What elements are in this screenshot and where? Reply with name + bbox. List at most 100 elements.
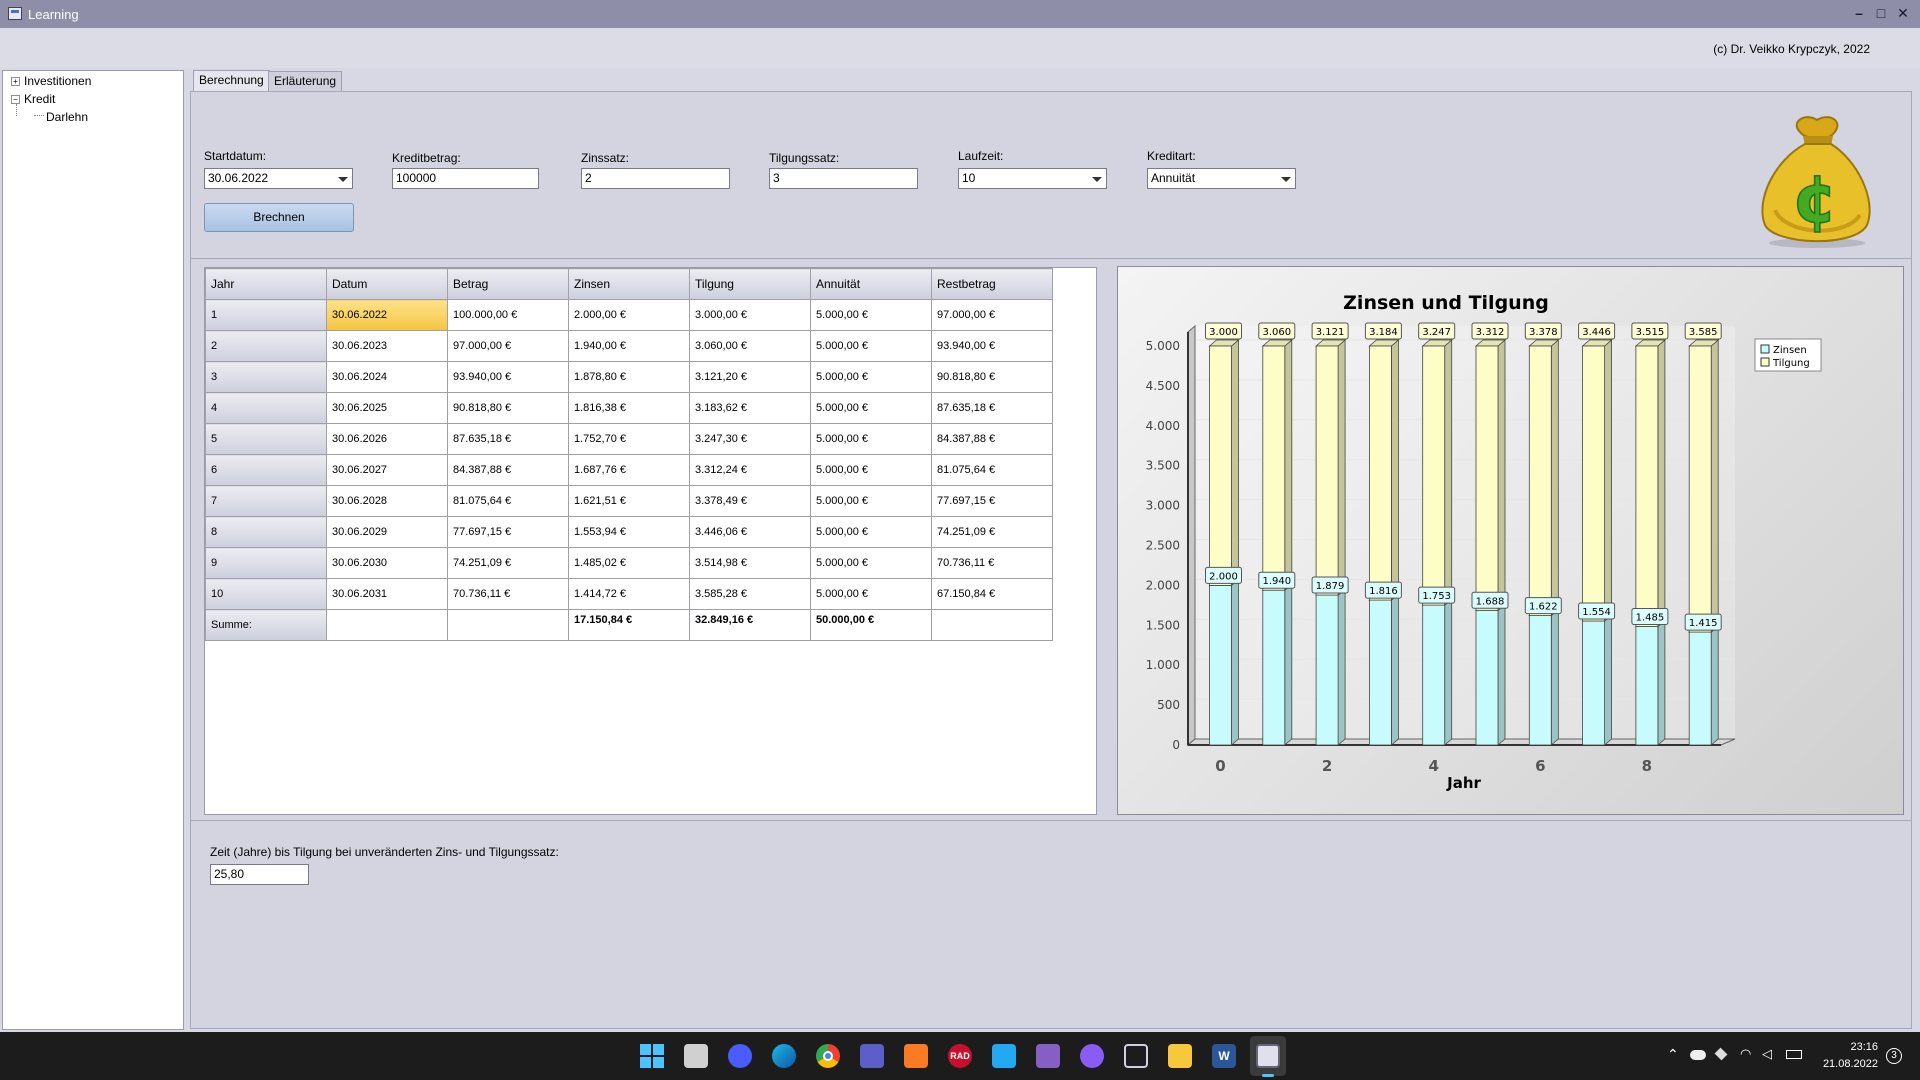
cell-datum[interactable]: 30.06.2026 xyxy=(326,423,448,455)
clock-date[interactable]: 21.08.2022 xyxy=(1822,1058,1878,1070)
cell-zinsen[interactable]: 1.485,02 € xyxy=(568,547,690,579)
cell-betrag[interactable]: 74.251,09 € xyxy=(447,547,569,579)
cell-restbetrag[interactable]: 90.818,80 € xyxy=(931,361,1053,393)
cell-annuitaet[interactable]: 5.000,00 € xyxy=(810,392,932,424)
chevron-down-icon[interactable] xyxy=(338,177,348,182)
xampp-icon[interactable] xyxy=(904,1044,928,1068)
chart-legend[interactable]: Zinsen Tilgung xyxy=(1754,338,1822,372)
cell-zinsen[interactable]: 1.621,51 € xyxy=(568,485,690,517)
cell-zinsen[interactable]: 1.940,00 € xyxy=(568,330,690,362)
table-row[interactable]: 2 30.06.2023 97.000,00 € 1.940,00 € 3.06… xyxy=(205,330,1053,362)
chevron-down-icon[interactable] xyxy=(1281,177,1291,182)
minimize-button[interactable]: – xyxy=(1855,5,1863,21)
column-header-zinsen[interactable]: Zinsen xyxy=(568,268,690,300)
cell-betrag[interactable]: 84.387,88 € xyxy=(447,454,569,486)
cell-annuitaet[interactable]: 5.000,00 € xyxy=(810,578,932,610)
table-row[interactable]: 7 30.06.2028 81.075,64 € 1.621,51 € 3.37… xyxy=(205,485,1053,517)
cell-betrag[interactable]: 100.000,00 € xyxy=(447,299,569,331)
tilgungszeit-field[interactable]: 25,80 xyxy=(210,864,309,885)
cell-annuitaet[interactable]: 5.000,00 € xyxy=(810,547,932,579)
kreditart-select[interactable]: Annuität xyxy=(1147,168,1296,189)
cell-jahr[interactable]: 10 xyxy=(205,578,327,610)
cell-zinsen[interactable]: 1.878,80 € xyxy=(568,361,690,393)
column-header-annuitaet[interactable]: Annuität xyxy=(810,268,932,300)
cell-annuitaet[interactable]: 5.000,00 € xyxy=(810,299,932,331)
expand-icon[interactable]: + xyxy=(11,77,20,86)
onedrive-icon[interactable] xyxy=(1690,1050,1706,1060)
cell-tilgung[interactable]: 3.000,00 € xyxy=(689,299,811,331)
zoom-icon[interactable] xyxy=(728,1044,752,1068)
cell-annuitaet[interactable]: 5.000,00 € xyxy=(810,330,932,362)
column-header-datum[interactable]: Datum xyxy=(326,268,448,300)
cell-annuitaet[interactable]: 5.000,00 € xyxy=(810,361,932,393)
visual-studio-icon[interactable] xyxy=(1036,1044,1060,1068)
tab-berechnung[interactable]: Berechnung xyxy=(193,70,270,92)
cell-datum[interactable]: 30.06.2031 xyxy=(326,578,448,610)
cell-restbetrag[interactable]: 93.940,00 € xyxy=(931,330,1053,362)
cell-datum[interactable]: 30.06.2030 xyxy=(326,547,448,579)
cell-tilgung[interactable]: 3.514,98 € xyxy=(689,547,811,579)
startdatum-picker[interactable]: 30.06.2022 xyxy=(204,168,353,189)
collapse-icon[interactable]: − xyxy=(11,95,20,104)
berechnen-button[interactable]: Brechnen xyxy=(204,203,354,232)
cell-annuitaet[interactable]: 5.000,00 € xyxy=(810,423,932,455)
cell-betrag[interactable]: 70.736,11 € xyxy=(447,578,569,610)
cell-restbetrag[interactable]: 67.150,84 € xyxy=(931,578,1053,610)
cell-tilgung[interactable]: 3.446,06 € xyxy=(689,516,811,548)
sum-tilgung[interactable]: 32.849,16 € xyxy=(689,609,811,641)
tab-erlaeuterung[interactable]: Erläuterung xyxy=(268,71,343,92)
cell-betrag[interactable]: 77.697,15 € xyxy=(447,516,569,548)
cell-restbetrag[interactable]: 70.736,11 € xyxy=(931,547,1053,579)
cell-jahr[interactable]: 4 xyxy=(205,392,327,424)
cell-restbetrag[interactable]: 81.075,64 € xyxy=(931,454,1053,486)
table-row[interactable]: 8 30.06.2029 77.697,15 € 1.553,94 € 3.44… xyxy=(205,516,1053,548)
windows-start-icon[interactable] xyxy=(640,1044,664,1068)
cell-restbetrag[interactable]: 97.000,00 € xyxy=(931,299,1053,331)
sum-cell[interactable] xyxy=(447,609,569,641)
cell-restbetrag[interactable]: 74.251,09 € xyxy=(931,516,1053,548)
cell-tilgung[interactable]: 3.121,20 € xyxy=(689,361,811,393)
table-row[interactable]: 9 30.06.2030 74.251,09 € 1.485,02 € 3.51… xyxy=(205,547,1053,579)
box-icon[interactable] xyxy=(1124,1044,1148,1068)
cell-datum-selected[interactable]: 30.06.2022 xyxy=(326,299,448,331)
teams-icon[interactable] xyxy=(860,1044,884,1068)
cell-jahr[interactable]: 3 xyxy=(205,361,327,393)
cell-restbetrag[interactable]: 87.635,18 € xyxy=(931,392,1053,424)
column-header-betrag[interactable]: Betrag xyxy=(447,268,569,300)
notification-badge[interactable]: 3 xyxy=(1886,1048,1902,1064)
column-header-restbetrag[interactable]: Restbetrag xyxy=(931,268,1053,300)
tree-item-investitionen[interactable]: + Investitionen xyxy=(11,74,91,88)
cell-restbetrag[interactable]: 77.697,15 € xyxy=(931,485,1053,517)
tree-item-kredit[interactable]: − Kredit xyxy=(11,92,55,106)
cell-tilgung[interactable]: 3.312,24 € xyxy=(689,454,811,486)
laufzeit-select[interactable]: 10 xyxy=(958,168,1107,189)
kreditbetrag-input[interactable]: 100000 xyxy=(392,168,539,189)
rad-studio-icon[interactable]: RAD xyxy=(948,1044,972,1068)
chevron-down-icon[interactable] xyxy=(1092,177,1102,182)
cell-datum[interactable]: 30.06.2029 xyxy=(326,516,448,548)
cell-jahr[interactable]: 8 xyxy=(205,516,327,548)
sum-label[interactable]: Summe: xyxy=(205,609,327,641)
cell-jahr[interactable]: 1 xyxy=(205,299,327,331)
table-row[interactable]: 10 30.06.2031 70.736,11 € 1.414,72 € 3.5… xyxy=(205,578,1053,610)
column-header-jahr[interactable]: Jahr xyxy=(205,268,327,300)
cell-restbetrag[interactable]: 84.387,88 € xyxy=(931,423,1053,455)
cell-jahr[interactable]: 9 xyxy=(205,547,327,579)
task-view-icon[interactable] xyxy=(684,1044,708,1068)
cell-betrag[interactable]: 93.940,00 € xyxy=(447,361,569,393)
sum-zinsen[interactable]: 17.150,84 € xyxy=(568,609,690,641)
cell-tilgung[interactable]: 3.378,49 € xyxy=(689,485,811,517)
sum-cell[interactable] xyxy=(326,609,448,641)
learning-app-icon[interactable] xyxy=(1256,1044,1280,1068)
chevron-up-icon[interactable]: ⌃ xyxy=(1667,1046,1679,1062)
column-header-tilgung[interactable]: Tilgung xyxy=(689,268,811,300)
wifi-icon[interactable]: ◠ xyxy=(1740,1046,1752,1061)
table-row[interactable]: 4 30.06.2025 90.818,80 € 1.816,38 € 3.18… xyxy=(205,392,1053,424)
cell-datum[interactable]: 30.06.2024 xyxy=(326,361,448,393)
cell-betrag[interactable]: 90.818,80 € xyxy=(447,392,569,424)
cell-betrag[interactable]: 97.000,00 € xyxy=(447,330,569,362)
cell-jahr[interactable]: 7 xyxy=(205,485,327,517)
cell-annuitaet[interactable]: 5.000,00 € xyxy=(810,485,932,517)
table-sum-row[interactable]: Summe: 17.150,84 € 32.849,16 € 50.000,00… xyxy=(205,609,1053,641)
chrome-icon[interactable] xyxy=(816,1044,840,1068)
